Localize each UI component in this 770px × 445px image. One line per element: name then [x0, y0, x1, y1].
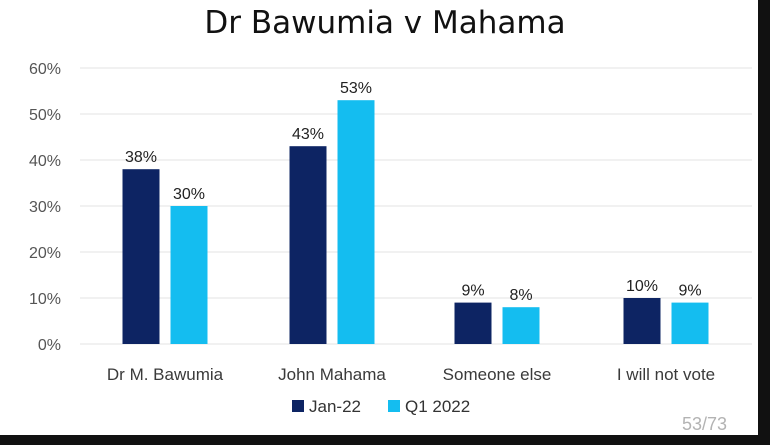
category-label: Someone else	[443, 365, 552, 384]
bars	[122, 100, 709, 344]
legend-label-q1-2022: Q1 2022	[405, 397, 470, 416]
data-label: 9%	[678, 283, 701, 300]
page-number: 53/73	[682, 414, 727, 434]
category-label: Dr M. Bawumia	[107, 365, 224, 384]
x-axis-category-labels: Dr M. Bawumia John Mahama Someone else I wi…	[107, 365, 715, 384]
y-tick-label: 60%	[29, 61, 61, 78]
data-label: 30%	[173, 186, 205, 203]
data-label: 53%	[340, 80, 372, 97]
data-label: 38%	[125, 149, 157, 166]
chart-title: Dr Bawumia v Mahama	[204, 5, 565, 41]
bar-q1-2022	[170, 206, 208, 344]
legend-swatch-q1-2022	[388, 400, 400, 412]
legend-label-jan-22: Jan-22	[309, 397, 361, 416]
y-tick-label: 40%	[29, 153, 61, 170]
bar-jan-22	[623, 298, 661, 344]
frame-edge-bottom	[0, 435, 770, 445]
legend-swatch-jan-22	[292, 400, 304, 412]
bar-jan-22	[454, 302, 492, 344]
y-tick-label: 10%	[29, 291, 61, 308]
bar-q1-2022	[671, 302, 709, 344]
frame-edge-right	[758, 0, 770, 445]
bar-jan-22	[122, 169, 160, 344]
category-label: I will not vote	[617, 365, 715, 384]
legend: Jan-22 Q1 2022	[292, 397, 470, 416]
bar-q1-2022	[337, 100, 375, 344]
bar-q1-2022	[502, 307, 540, 344]
y-tick-label: 0%	[38, 337, 61, 354]
bar-jan-22	[289, 146, 327, 344]
data-labels: 38% 30% 43% 53% 9% 8% 10% 9%	[125, 80, 702, 304]
category-label: John Mahama	[278, 365, 386, 384]
y-tick-label: 50%	[29, 107, 61, 124]
data-label: 10%	[626, 278, 658, 295]
data-label: 43%	[292, 126, 324, 143]
data-label: 8%	[509, 287, 532, 304]
y-tick-label: 20%	[29, 245, 61, 262]
y-tick-label: 30%	[29, 199, 61, 216]
y-axis-tick-labels: 0% 10% 20% 30% 40% 50% 60%	[29, 61, 61, 354]
data-label: 9%	[461, 283, 484, 300]
